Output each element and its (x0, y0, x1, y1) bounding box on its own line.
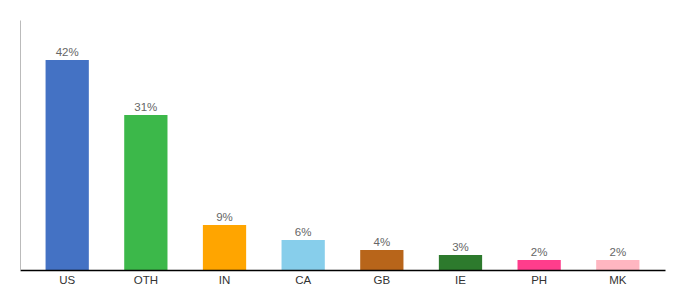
x-tick-label: IN (219, 274, 231, 286)
plot-area: US OTH IN CA GB IE PH MK 42% 31% 9% 6% 4% 3% 2% 2% (21, 21, 666, 287)
x-tick: IE (455, 274, 466, 286)
chart-container: US OTH IN CA GB IE PH MK 42% 31% 9% 6% 4% 3% 2% 2% (0, 0, 680, 300)
bar (124, 115, 167, 270)
bar (46, 60, 89, 270)
data-labels: 42% 31% 9% 6% 4% 3% 2% 2% (56, 46, 626, 258)
data-label: 9% (216, 211, 233, 223)
bar (360, 250, 403, 270)
y-axis (20, 21, 21, 271)
x-tick: CA (295, 274, 311, 286)
data-label: 2% (531, 246, 548, 258)
data-label: 42% (56, 46, 79, 58)
x-axis: US OTH IN CA GB IE PH MK (21, 271, 666, 287)
x-tick-label: IE (455, 274, 466, 286)
x-tick-label: GB (374, 274, 391, 286)
y-axis-line (20, 21, 21, 271)
bar (596, 260, 639, 270)
x-tick-label: CA (295, 274, 311, 286)
data-label: 2% (609, 246, 626, 258)
x-tick: IN (219, 274, 231, 286)
x-tick-label: OTH (134, 274, 158, 286)
x-tick: GB (374, 274, 391, 286)
x-tick: US (59, 274, 75, 286)
bar (203, 225, 246, 270)
x-tick-label: US (59, 274, 75, 286)
x-tick: PH (531, 274, 547, 286)
data-label: 31% (134, 101, 157, 113)
bars (46, 60, 640, 270)
data-label: 6% (295, 226, 312, 238)
bar (518, 260, 561, 270)
x-tick-label: PH (531, 274, 547, 286)
data-label: 3% (452, 241, 469, 253)
bar (282, 240, 325, 270)
chart-svg: US OTH IN CA GB IE PH MK 42% 31% 9% 6% 4% 3% 2% 2% (0, 0, 680, 300)
x-tick-label: MK (609, 274, 627, 286)
data-label: 4% (374, 236, 391, 248)
x-tick: MK (609, 274, 627, 286)
x-tick: OTH (134, 274, 158, 286)
bar (439, 255, 482, 270)
x-axis-line (21, 270, 666, 272)
